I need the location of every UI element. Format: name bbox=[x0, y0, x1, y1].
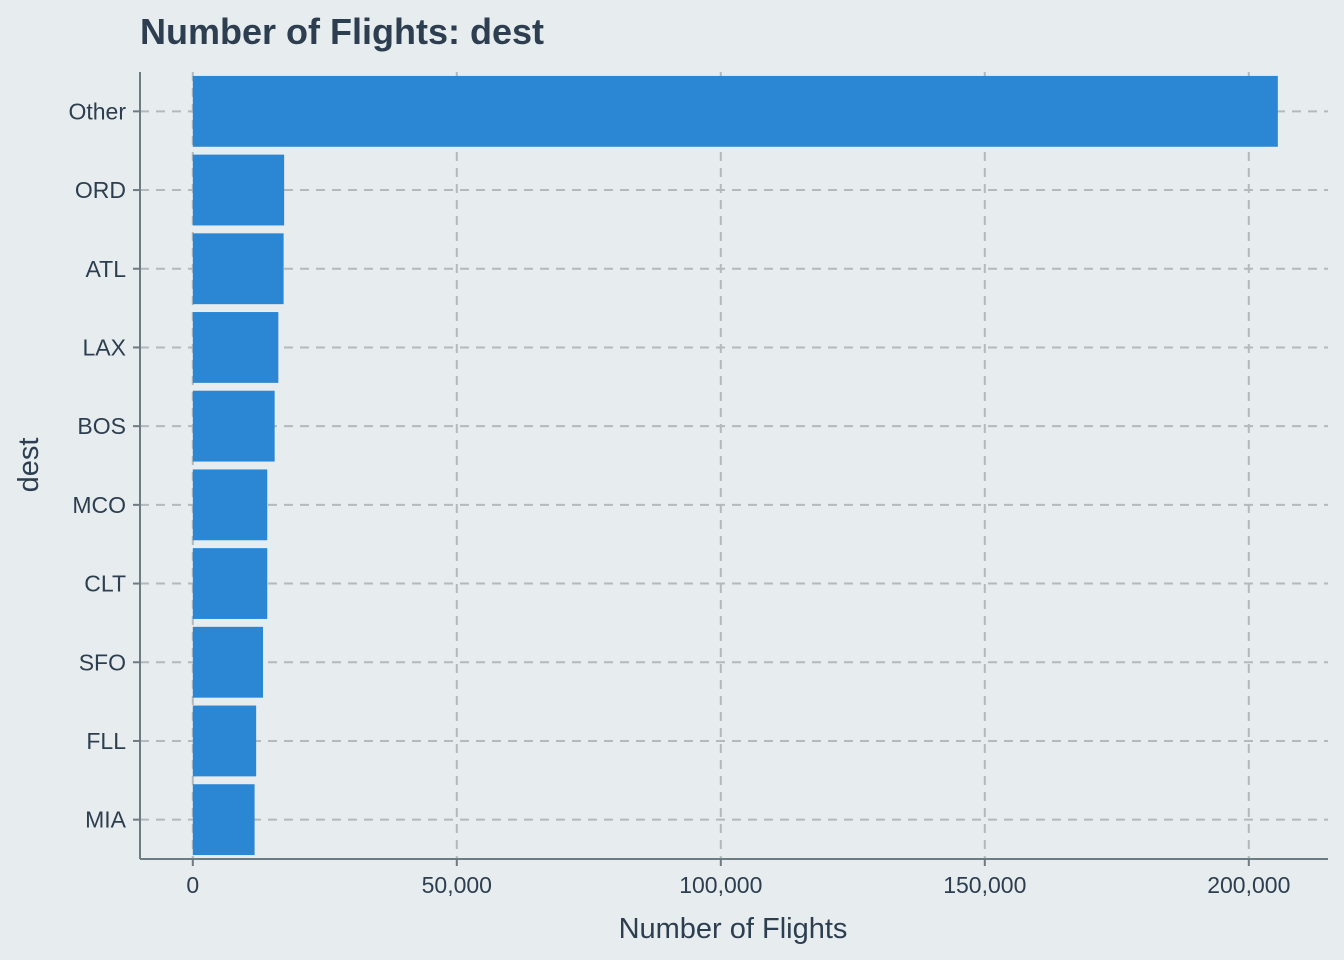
x-tick-label: 100,000 bbox=[679, 872, 762, 898]
y-tick-label: BOS bbox=[77, 413, 126, 439]
x-tick-label: 50,000 bbox=[422, 872, 492, 898]
bar-atl bbox=[192, 233, 284, 305]
axes: Other ORD ATL LAX BOS MCO CLT SFO FLL MIA 0 50,000 1… bbox=[68, 72, 1328, 898]
y-tick-label: SFO bbox=[79, 649, 126, 675]
bar-lax bbox=[192, 312, 279, 383]
x-tick-label: 150,000 bbox=[943, 872, 1026, 898]
y-tick-label: MCO bbox=[72, 492, 126, 518]
bars bbox=[192, 75, 1278, 856]
bar-ord bbox=[192, 154, 285, 226]
bar-sfo bbox=[192, 626, 264, 698]
y-axis-title: dest bbox=[13, 438, 45, 493]
x-axis-title: Number of Flights bbox=[619, 913, 848, 945]
bar-bos bbox=[192, 390, 275, 462]
y-tick-label: Other bbox=[68, 98, 126, 124]
bar-fll bbox=[192, 705, 257, 777]
y-tick-label: ATL bbox=[86, 256, 127, 282]
y-tick-label: ORD bbox=[75, 177, 126, 203]
x-tick-label: 200,000 bbox=[1207, 872, 1290, 898]
chart-title: Number of Flights: dest bbox=[140, 11, 544, 52]
bar-mia bbox=[192, 784, 255, 856]
grid-lines bbox=[140, 72, 1328, 859]
y-tick-label: CLT bbox=[84, 571, 126, 597]
bar-clt bbox=[192, 548, 268, 619]
y-tick-label: FLL bbox=[86, 728, 126, 754]
y-tick-label: LAX bbox=[83, 334, 126, 360]
bar-mco bbox=[192, 469, 268, 541]
bar-other bbox=[192, 75, 1278, 147]
x-tick-label: 0 bbox=[186, 872, 199, 898]
y-tick-label: MIA bbox=[85, 807, 127, 833]
